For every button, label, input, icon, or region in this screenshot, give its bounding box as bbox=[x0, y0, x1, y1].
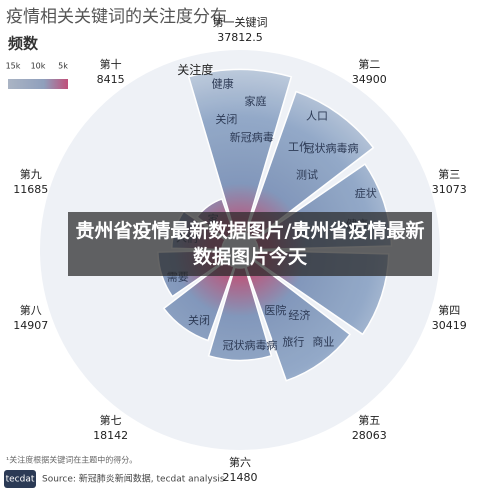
keyword: 症状 bbox=[355, 186, 377, 200]
value-label: 14907 bbox=[13, 319, 48, 332]
keyword: 关闭 bbox=[215, 112, 237, 126]
banner: 贵州省疫情最新数据图片/贵州省疫情最新数据图片今天 bbox=[68, 212, 432, 276]
keyword: 冠状病毒病 bbox=[223, 338, 278, 352]
value-label: 11685 bbox=[13, 183, 48, 196]
legend-tick-label: 10k bbox=[31, 62, 46, 71]
legend-title: 频数 bbox=[8, 35, 39, 53]
logo-box bbox=[4, 470, 36, 488]
keyword: 家庭 bbox=[245, 94, 267, 108]
category-label: 第六 bbox=[229, 455, 251, 469]
category-label: 第十 bbox=[100, 57, 122, 71]
footnote: ¹关注度根据关键词在主题中的得分。 bbox=[6, 455, 137, 465]
category-label: 第三 bbox=[438, 167, 460, 181]
value-label: 18142 bbox=[93, 429, 128, 442]
chart-title: 疫情相关关键词的关注度分布 bbox=[6, 7, 227, 27]
value-label: 8415 bbox=[97, 73, 125, 86]
keyword: 经济 bbox=[288, 308, 310, 322]
legend-bar bbox=[8, 79, 68, 89]
category-label: 第九 bbox=[20, 167, 42, 181]
value-label: 34900 bbox=[352, 73, 387, 86]
category-label: 第五 bbox=[358, 413, 380, 427]
keyword: 新冠病毒 bbox=[230, 130, 274, 144]
keyword: 冠状病毒病 bbox=[304, 141, 359, 155]
category-label: 第七 bbox=[100, 413, 122, 427]
annotation: 关注度 bbox=[177, 62, 213, 77]
category-label: 第一关键词 bbox=[213, 15, 268, 29]
value-label: 31073 bbox=[432, 183, 467, 196]
value-label: 28063 bbox=[352, 429, 387, 442]
value-label: 37812.5 bbox=[217, 31, 263, 44]
value-label: 30419 bbox=[432, 319, 467, 332]
legend-tick-label: 5k bbox=[58, 62, 68, 71]
keyword: 人口 bbox=[306, 110, 328, 123]
legend-tick-label: 15k bbox=[6, 62, 21, 71]
keyword: 医院 bbox=[264, 303, 286, 317]
category-label: 第二 bbox=[358, 57, 380, 71]
source: Source: 新冠肺炎新闻数据, tecdat analysis bbox=[42, 473, 225, 485]
keyword: 旅行 bbox=[282, 334, 304, 348]
keyword: 健康 bbox=[212, 76, 234, 90]
keyword: 工作 bbox=[288, 141, 310, 154]
keyword: 测试 bbox=[296, 169, 318, 182]
category-label: 第八 bbox=[20, 303, 42, 317]
category-label: 第四 bbox=[438, 303, 460, 317]
value-label: 21480 bbox=[223, 471, 258, 484]
logo: tecdat bbox=[6, 475, 35, 485]
keyword: 商业 bbox=[312, 335, 334, 349]
keyword: 关闭 bbox=[188, 313, 210, 327]
